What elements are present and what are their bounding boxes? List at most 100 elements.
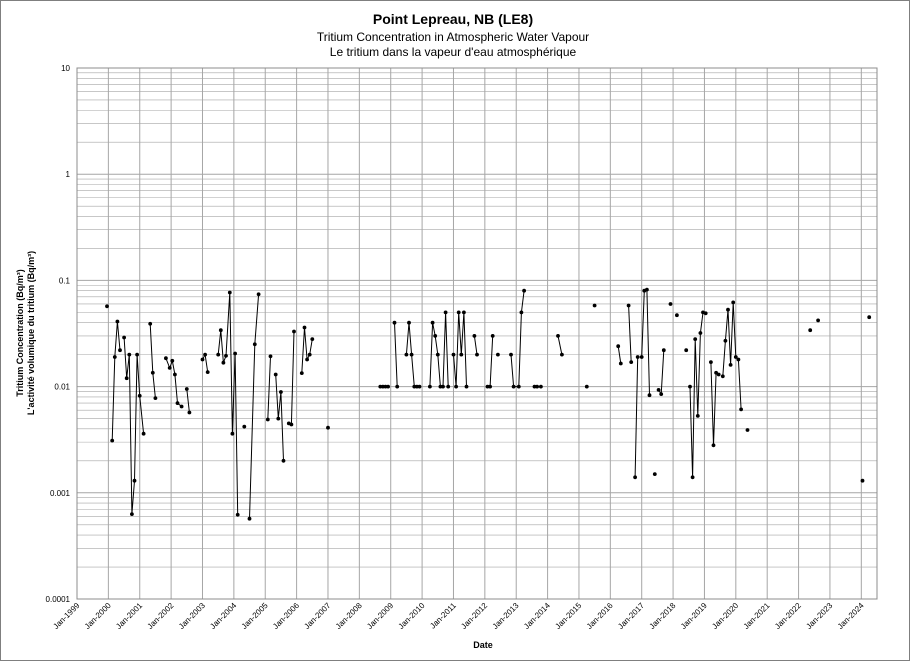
series-line-segment	[617, 346, 622, 364]
data-point	[164, 356, 168, 361]
data-point	[299, 371, 304, 375]
data-point	[392, 320, 397, 325]
data-point	[716, 372, 721, 377]
x-tick-label: Jan-1999	[51, 601, 81, 631]
data-point	[475, 352, 479, 357]
data-point	[462, 310, 466, 315]
data-point	[395, 384, 400, 389]
series-line-segment	[288, 331, 295, 426]
x-tick-label: Jan-2008	[334, 601, 364, 631]
series-line-segment	[123, 337, 145, 515]
data-point	[522, 288, 526, 293]
data-point	[428, 384, 432, 389]
series-line-segment	[429, 312, 449, 388]
data-point	[141, 431, 146, 436]
data-point	[472, 334, 477, 338]
data-point	[281, 458, 286, 463]
data-point	[115, 319, 120, 324]
series-line-segment	[202, 353, 209, 373]
data-point	[235, 512, 240, 517]
y-axis-label-french: L'activité volumique du tritium (Bq/m³)	[26, 251, 36, 415]
x-tick-label: Jan-2009	[365, 601, 395, 631]
data-point	[170, 358, 175, 363]
data-point	[647, 393, 652, 398]
y-tick-label: 0.01	[54, 383, 70, 392]
data-point	[404, 352, 409, 357]
data-point	[808, 328, 813, 333]
data-point	[135, 352, 140, 357]
data-point	[690, 475, 695, 480]
data-point	[639, 355, 644, 359]
series-line-segment	[658, 350, 665, 396]
series-line-segment	[628, 305, 632, 363]
data-point	[451, 352, 456, 357]
x-axis-label: Date	[473, 640, 493, 650]
x-tick-label: Jan-2015	[553, 601, 583, 631]
data-point	[184, 387, 189, 391]
data-point	[584, 384, 589, 389]
data-point	[723, 338, 728, 343]
data-point	[726, 307, 730, 312]
x-tick-label: Jan-2012	[459, 601, 489, 631]
data-point	[381, 384, 385, 389]
data-point	[216, 352, 221, 357]
chart-subtitle-french: Le tritium dans la vapeur d'eau atmosphé…	[330, 45, 577, 59]
chart-subtitle-english: Tritium Concentration in Atmospheric Wat…	[317, 30, 589, 44]
data-point	[205, 370, 210, 374]
data-point	[112, 355, 117, 359]
x-tick-label: Jan-2005	[240, 601, 270, 631]
data-point	[292, 329, 296, 334]
data-point	[668, 302, 673, 306]
data-point	[688, 384, 692, 389]
x-tick-label: Jan-2018	[648, 601, 678, 631]
data-point	[227, 290, 232, 295]
data-point	[496, 352, 500, 357]
data-point	[816, 318, 820, 323]
series-line-segment	[722, 302, 742, 410]
data-point	[745, 428, 750, 432]
data-point	[150, 370, 155, 375]
data-point	[417, 384, 422, 389]
data-point	[435, 352, 440, 357]
data-point	[629, 360, 634, 364]
x-tick-label: Jan-2022	[773, 601, 803, 631]
data-point	[488, 384, 492, 389]
x-tick-label: Jan-2017	[616, 601, 646, 631]
x-tick-label: Jan-2010	[397, 601, 427, 631]
series-line-segment	[165, 358, 182, 407]
series-line-segment	[510, 290, 525, 388]
y-tick-label: 1	[66, 170, 71, 179]
series-line-segment	[301, 327, 313, 374]
x-tick-label: Jan-2023	[804, 601, 834, 631]
data-point	[175, 401, 180, 405]
data-point	[464, 384, 469, 389]
x-tick-label: Jan-2013	[491, 601, 521, 631]
data-series	[105, 287, 872, 521]
x-axis-ticks: Jan-1999 Jan-2000 Jan-2001 Jan-2002 Jan-2003…	[51, 601, 866, 631]
data-point	[656, 388, 661, 392]
y-tick-label: 0.0001	[46, 595, 71, 604]
data-point	[148, 321, 153, 326]
data-point	[519, 310, 524, 315]
data-point	[736, 357, 741, 362]
data-point	[203, 352, 208, 357]
x-tick-label: Jan-2006	[271, 601, 301, 631]
data-point	[268, 354, 273, 359]
series-line-segment	[394, 322, 398, 387]
data-point	[132, 478, 137, 483]
data-point	[693, 337, 698, 341]
data-point	[167, 366, 172, 370]
data-point	[711, 443, 716, 448]
x-tick-label: Jan-2019	[679, 601, 709, 631]
series-line-segment	[111, 321, 121, 441]
data-point	[412, 384, 417, 389]
data-point	[124, 376, 129, 381]
data-point	[200, 357, 205, 362]
data-point	[378, 384, 383, 389]
data-point	[626, 303, 631, 308]
data-point	[616, 344, 621, 349]
data-point	[709, 360, 713, 364]
data-point	[310, 337, 315, 341]
data-point	[247, 516, 252, 521]
